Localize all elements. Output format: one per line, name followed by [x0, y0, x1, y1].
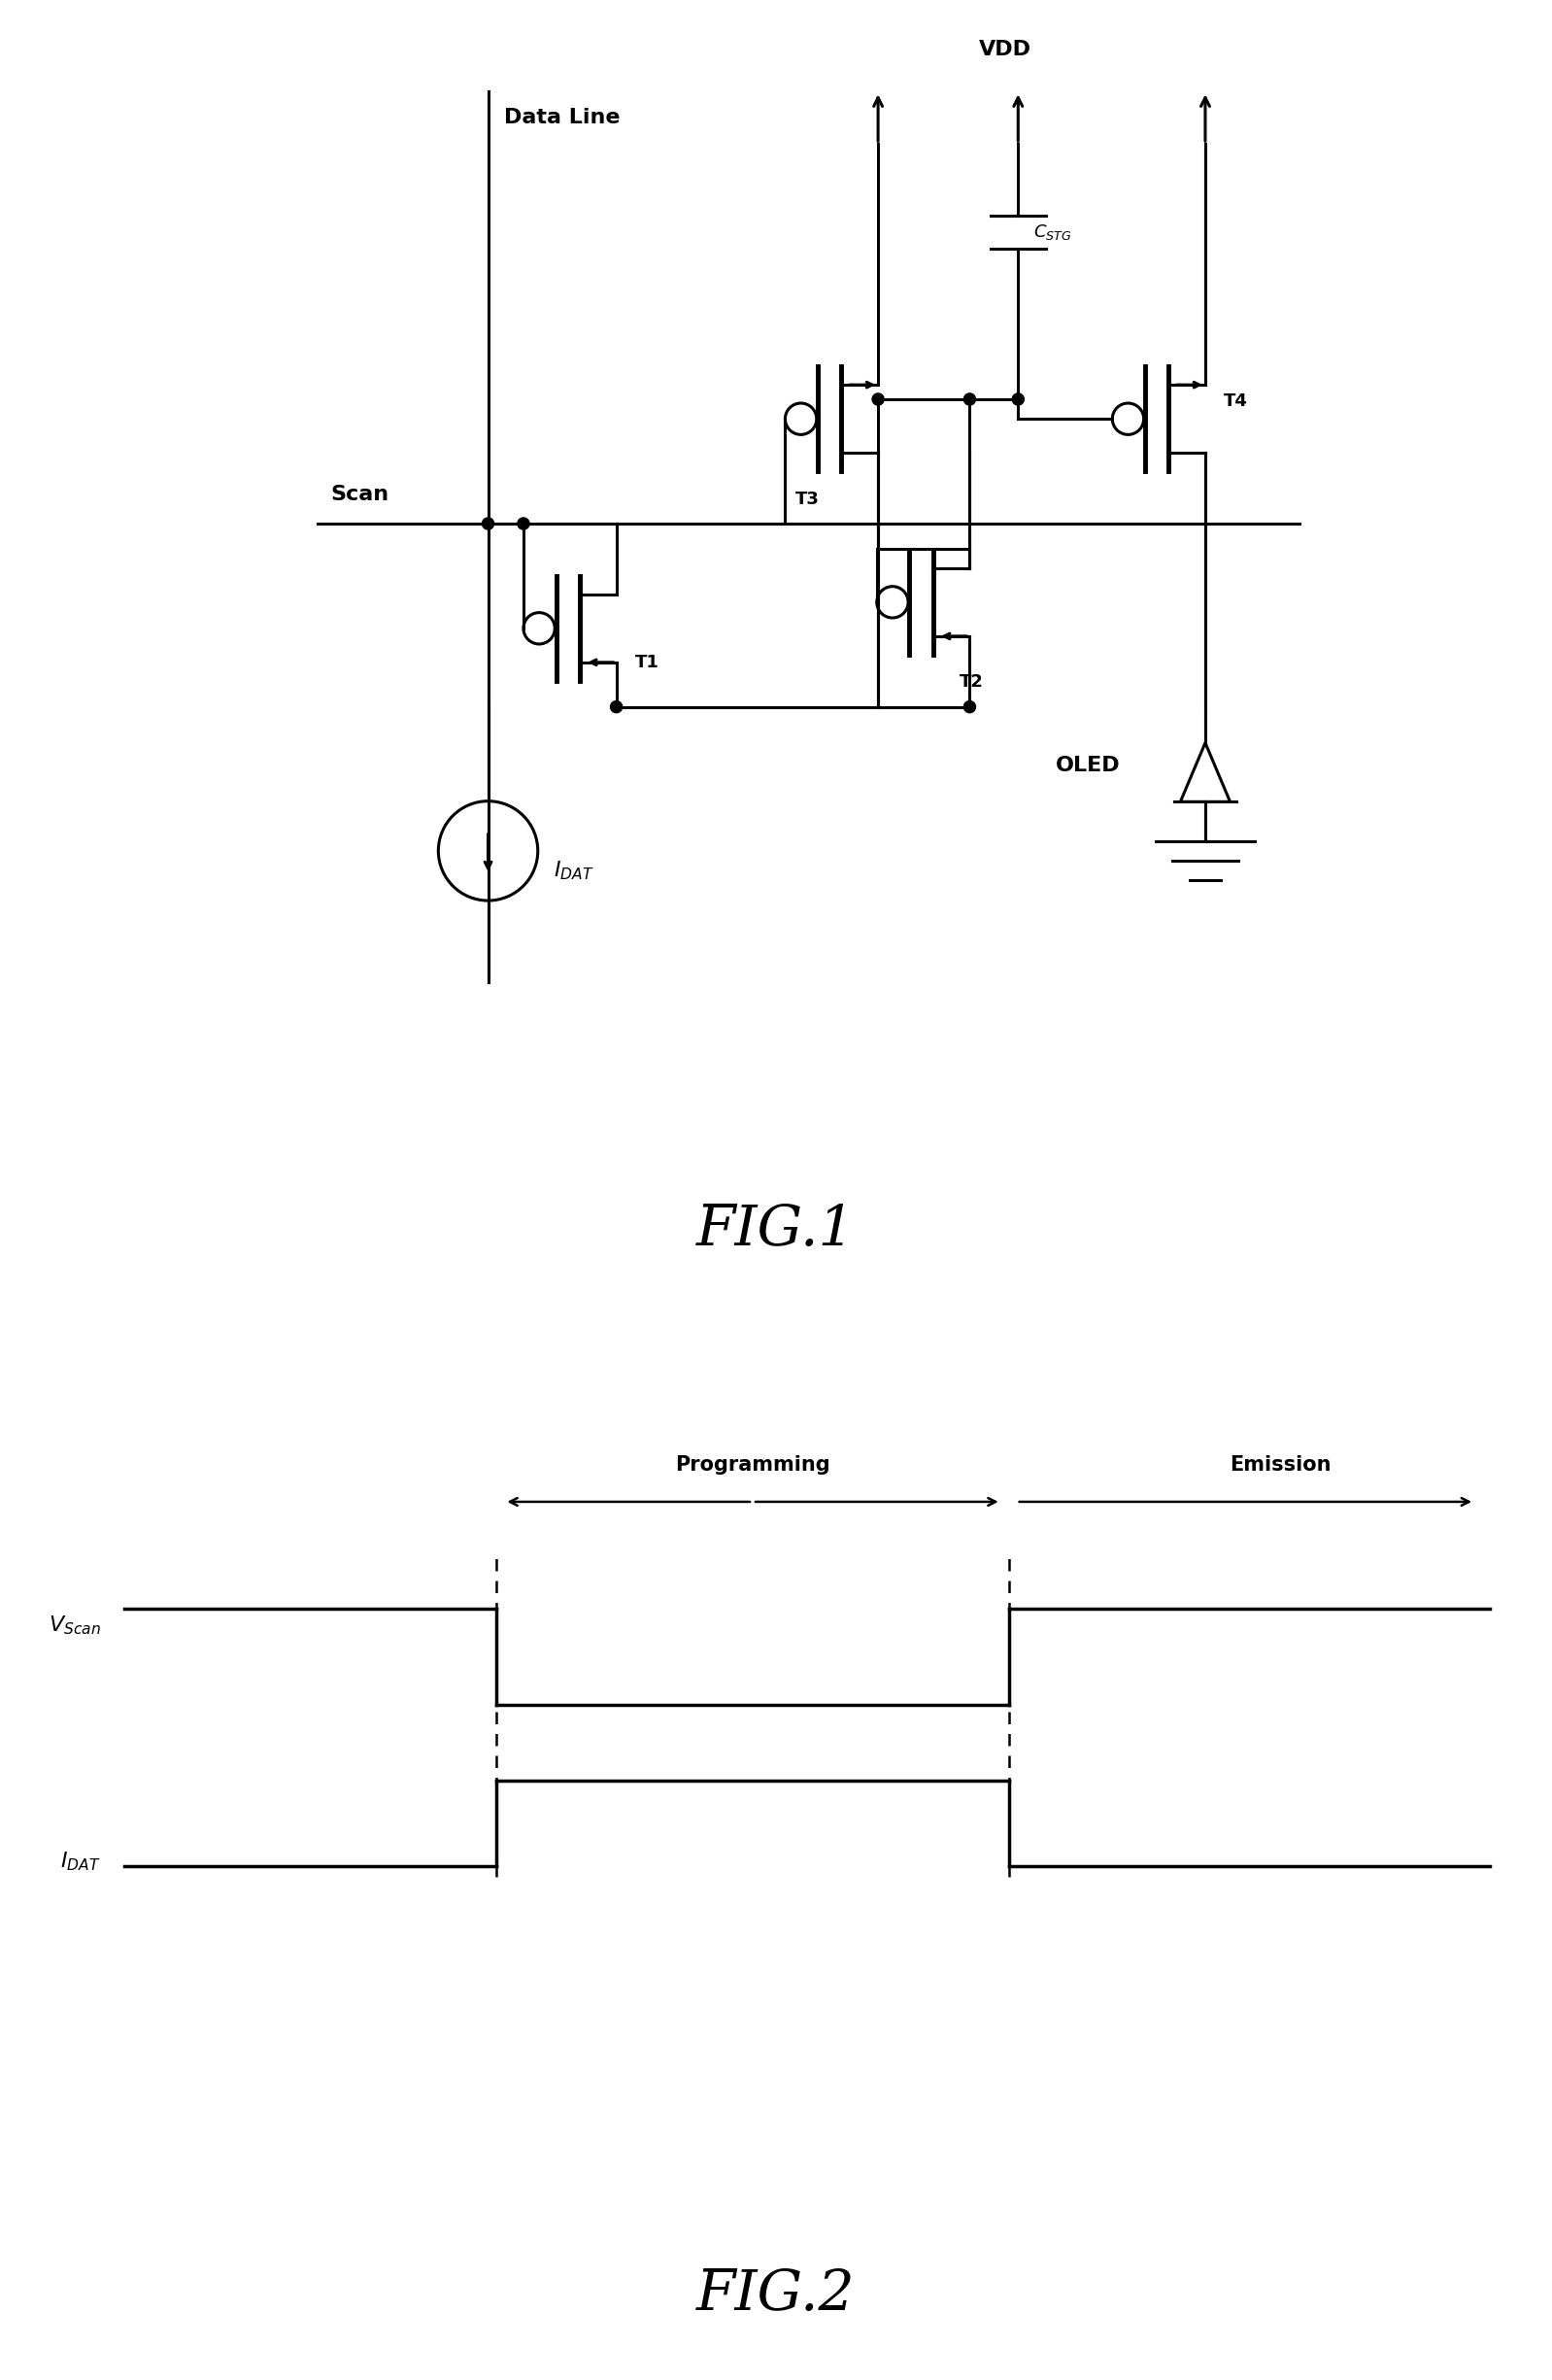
Circle shape: [610, 702, 622, 712]
Text: Data Line: Data Line: [504, 107, 619, 129]
Text: FIG.1: FIG.1: [697, 1202, 855, 1259]
Text: VDD: VDD: [979, 40, 1031, 60]
Circle shape: [517, 519, 529, 528]
Text: T2: T2: [959, 674, 984, 690]
Text: Emission: Emission: [1229, 1457, 1332, 1476]
Circle shape: [964, 702, 976, 712]
Text: T4: T4: [1223, 393, 1248, 409]
Text: $V_{Scan}$: $V_{Scan}$: [48, 1614, 101, 1637]
Text: $I_{DAT}$: $I_{DAT}$: [554, 859, 594, 883]
Circle shape: [872, 393, 885, 405]
Text: Scan: Scan: [331, 486, 390, 505]
Text: $C_{STG}$: $C_{STG}$: [1034, 224, 1072, 243]
Text: T1: T1: [635, 654, 658, 671]
Circle shape: [964, 393, 976, 405]
Circle shape: [483, 519, 494, 528]
Circle shape: [1012, 393, 1024, 405]
Text: OLED: OLED: [1055, 757, 1121, 776]
Text: FIG.2: FIG.2: [697, 2266, 855, 2323]
Text: T3: T3: [796, 490, 819, 507]
Text: $I_{DAT}$: $I_{DAT}$: [61, 1849, 101, 1873]
Text: Programming: Programming: [675, 1457, 830, 1476]
